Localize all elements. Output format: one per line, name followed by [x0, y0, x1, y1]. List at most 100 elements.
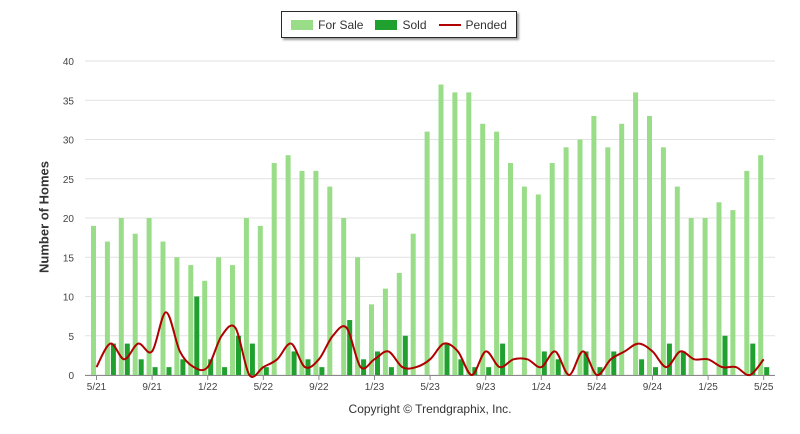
for-sale-bar: [188, 265, 194, 375]
for-sale-bar: [563, 147, 569, 375]
sold-bar: [361, 359, 367, 375]
x-tick-label: 5/23: [420, 382, 440, 393]
sold-bar: [180, 359, 186, 375]
x-tick-label: 1/25: [698, 382, 718, 393]
for-sale-bar: [382, 288, 388, 375]
sold-bar: [653, 367, 658, 375]
sold-bar: [124, 343, 130, 375]
for-sale-bar: [271, 163, 277, 375]
for-sale-bar: [104, 241, 110, 375]
x-tick-label: 5/22: [254, 382, 274, 393]
sold-bar: [319, 367, 325, 375]
for-sale-bar: [396, 272, 402, 375]
for-sale-bar: [341, 218, 347, 375]
sold-bar: [222, 367, 228, 375]
for-sale-bar: [257, 225, 263, 375]
for-sale-bar: [508, 163, 513, 375]
for-sale-bar: [438, 84, 444, 376]
for-sale-bar: [424, 131, 430, 375]
x-tick-label: 9/23: [476, 382, 496, 393]
sold-bar: [611, 351, 617, 375]
sold-bar: [597, 367, 603, 375]
y-tick-label: 20: [63, 214, 75, 225]
sold-bar: [208, 359, 214, 375]
x-tick-label: 9/22: [309, 382, 329, 393]
for-sale-swatch: [291, 19, 314, 30]
for-sale-bar: [521, 186, 527, 375]
y-tick-label: 0: [68, 371, 74, 382]
sold-bar: [639, 359, 645, 375]
for-sale-bar: [633, 92, 639, 376]
sold-bar: [152, 367, 158, 375]
for-sale-bar: [230, 265, 235, 375]
for-sale-bar: [647, 115, 652, 375]
x-tick-label: 1/24: [532, 382, 552, 393]
sold-bar: [458, 359, 464, 375]
sold-bar: [444, 343, 450, 375]
y-axis-label: Number of Homes: [36, 161, 52, 273]
for-sale-bar: [466, 92, 472, 376]
for-sale-bar: [730, 210, 736, 375]
x-tick-label: 1/23: [365, 382, 385, 393]
x-tick-label: 1/22: [198, 382, 218, 393]
y-tick-label: 35: [63, 96, 75, 107]
sold-bar: [194, 296, 200, 375]
sold-bar: [388, 367, 394, 375]
for-sale-bar: [202, 280, 208, 375]
x-tick-label: 9/24: [643, 382, 663, 393]
sold-bar: [166, 367, 172, 375]
for-sale-bar: [132, 233, 138, 375]
sold-bar: [236, 335, 241, 375]
for-sale-bar: [299, 170, 305, 375]
for-sale-bar: [758, 155, 764, 375]
sold-bar: [500, 343, 506, 375]
legend-item-pended[interactable]: Pended: [438, 17, 507, 32]
x-tick-label: 5/21: [87, 382, 107, 393]
sold-bar: [722, 335, 728, 375]
sold-bar: [666, 343, 672, 375]
sold-bar: [138, 359, 144, 375]
sold-bar: [263, 367, 269, 375]
for-sale-bar: [674, 186, 680, 375]
for-sale-bar: [744, 170, 750, 375]
for-sale-bar: [549, 163, 555, 375]
x-tick-label: 5/25: [754, 382, 774, 393]
for-sale-bar: [327, 186, 333, 375]
copyright-text: Copyright © Trendgraphix, Inc.: [348, 402, 512, 416]
sold-bar: [680, 351, 686, 375]
for-sale-bar: [688, 218, 694, 375]
for-sale-bar: [591, 115, 597, 375]
legend-item-sold[interactable]: Sold: [375, 17, 427, 32]
legend-label-for-sale: For Sale: [318, 17, 364, 32]
sold-bar: [347, 320, 353, 375]
sold-bar: [291, 351, 297, 375]
for-sale-bar: [410, 233, 416, 375]
chart-legend: For Sale Sold Pended: [281, 11, 517, 38]
for-sale-bar: [118, 218, 124, 375]
for-sale-bar: [605, 147, 611, 375]
y-tick-label: 30: [63, 136, 75, 147]
sold-bar: [583, 351, 589, 375]
legend-label-sold: Sold: [402, 17, 427, 32]
for-sale-bar: [146, 218, 152, 375]
for-sale-bar: [577, 139, 583, 375]
y-tick-label: 15: [63, 253, 75, 264]
for-sale-bar: [480, 123, 486, 375]
for-sale-bar: [702, 218, 708, 375]
pended-swatch: [438, 23, 461, 26]
sold-bar: [750, 343, 756, 375]
for-sale-bar: [174, 257, 180, 375]
for-sale-bar: [494, 131, 500, 375]
for-sale-bar: [313, 170, 319, 375]
legend-item-for-sale[interactable]: For Sale: [291, 18, 363, 32]
for-sale-bar: [243, 218, 249, 375]
for-sale-bar: [91, 225, 96, 375]
for-sale-bar: [535, 194, 541, 375]
legend-label-pended: Pended: [465, 17, 507, 32]
y-tick-label: 5: [68, 332, 74, 343]
for-sale-bar: [285, 155, 291, 375]
sold-bar: [375, 351, 380, 375]
pended-line: [95, 311, 765, 378]
x-tick-label: 5/24: [587, 382, 607, 393]
